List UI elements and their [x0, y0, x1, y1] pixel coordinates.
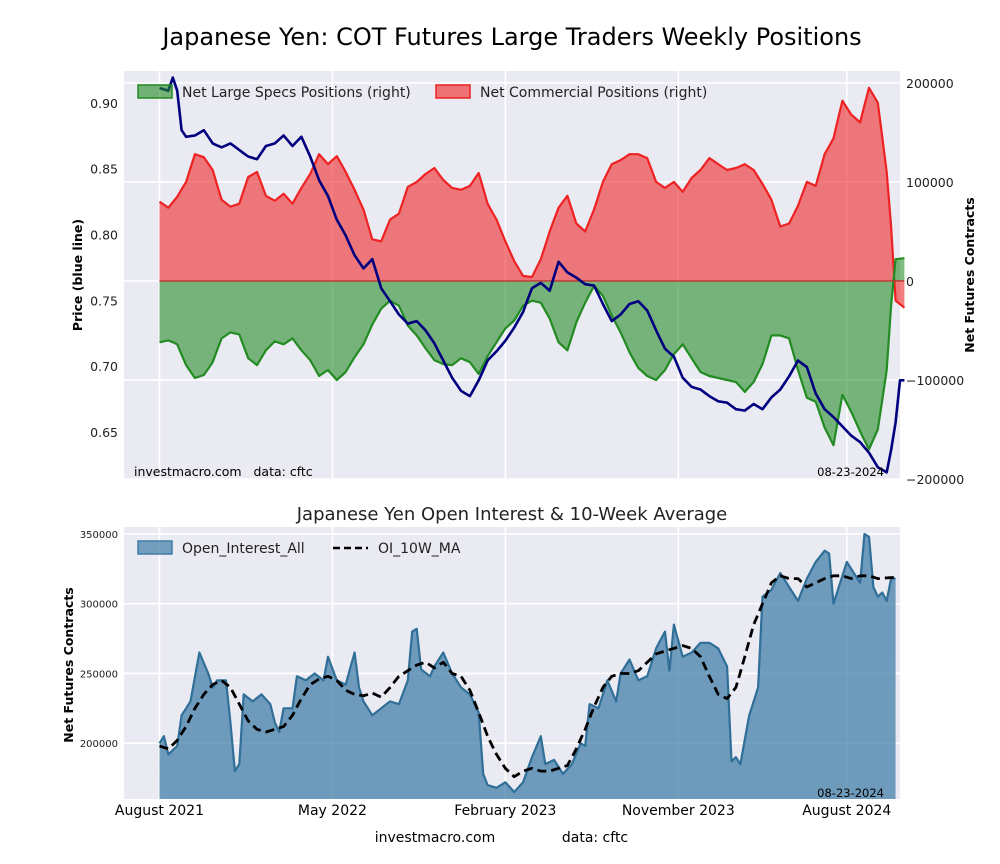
bottom-y-tick-label: 250000 [80, 669, 118, 680]
legend-label-ma: OI_10W_MA [378, 541, 461, 557]
legend-label-commercial: Net Commercial Positions (right) [480, 85, 707, 101]
top-watermark: investmacro.com data: cftc [134, 464, 313, 479]
footer-source: data: cftc [562, 830, 628, 846]
top-left-tick-label: 0.65 [90, 425, 118, 440]
top-left-tick-label: 0.85 [90, 162, 118, 177]
top-left-tick-label: 0.80 [90, 228, 118, 243]
specs-line [159, 257, 905, 451]
ma-line [159, 574, 896, 779]
top-left-tick-label: 0.70 [90, 359, 118, 374]
bottom-x-tick-label: November 2023 [622, 803, 735, 819]
bottom-area [158, 532, 896, 799]
bottom-date-label: 08-23-2024 [817, 786, 884, 800]
top-price [159, 76, 905, 474]
legend-label-oi: Open_Interest_All [182, 541, 305, 557]
top-right-tick-label: −200000 [906, 472, 964, 487]
bottom-title: Japanese Yen Open Interest & 10-Week Ave… [296, 504, 728, 525]
bottom-y-axis-label: Net Futures Contracts [61, 587, 76, 742]
top-left-axis-label: Price (blue line) [70, 219, 85, 331]
legend-label-specs: Net Large Specs Positions (right) [182, 85, 411, 101]
bottom-y-tick-label: 350000 [80, 530, 118, 541]
top-right-tick-label: 200000 [906, 76, 954, 91]
bottom-x-tick-label: May 2022 [298, 803, 367, 819]
top-right-tick-label: 0 [906, 274, 914, 289]
legend-swatch-commercial [435, 84, 471, 99]
top-right-tick-label: 100000 [906, 175, 954, 190]
top-date-label: 08-23-2024 [817, 465, 884, 479]
specs-area [159, 258, 905, 450]
top-right-tick-label: −100000 [906, 373, 964, 388]
bottom-x-tick-label: August 2021 [115, 803, 204, 819]
top-left-tick-label: 0.75 [90, 293, 118, 308]
main-title: Japanese Yen: COT Futures Large Traders … [160, 23, 861, 51]
bottom-x-tick-label: February 2023 [454, 803, 556, 819]
bottom-ticks: 200000 250000 300000 350000 August 2021 May 2… [80, 530, 892, 819]
top-ticks: 0.65 0.70 0.75 0.80 0.85 0.90 −200000 −100000 0 1… [90, 76, 964, 487]
legend-swatch-oi [137, 540, 173, 555]
top-areas [158, 86, 906, 451]
footer-site: investmacro.com [375, 830, 495, 846]
bottom-legend: Open_Interest_All OI_10W_MA [137, 540, 461, 557]
top-right-axis-label: Net Futures Contracts [962, 197, 977, 352]
bottom-x-tick-label: August 2024 [802, 803, 891, 819]
commercial-line [158, 86, 906, 309]
commercial-area [159, 87, 905, 308]
bottom-y-tick-label: 200000 [80, 739, 118, 750]
bottom-y-tick-label: 300000 [80, 600, 118, 611]
price-line [159, 76, 905, 474]
top-left-tick-label: 0.90 [90, 96, 118, 111]
oi-area [159, 534, 896, 799]
legend-swatch-specs [137, 84, 173, 99]
top-legend: Net Large Specs Positions (right) Net Co… [137, 84, 707, 101]
